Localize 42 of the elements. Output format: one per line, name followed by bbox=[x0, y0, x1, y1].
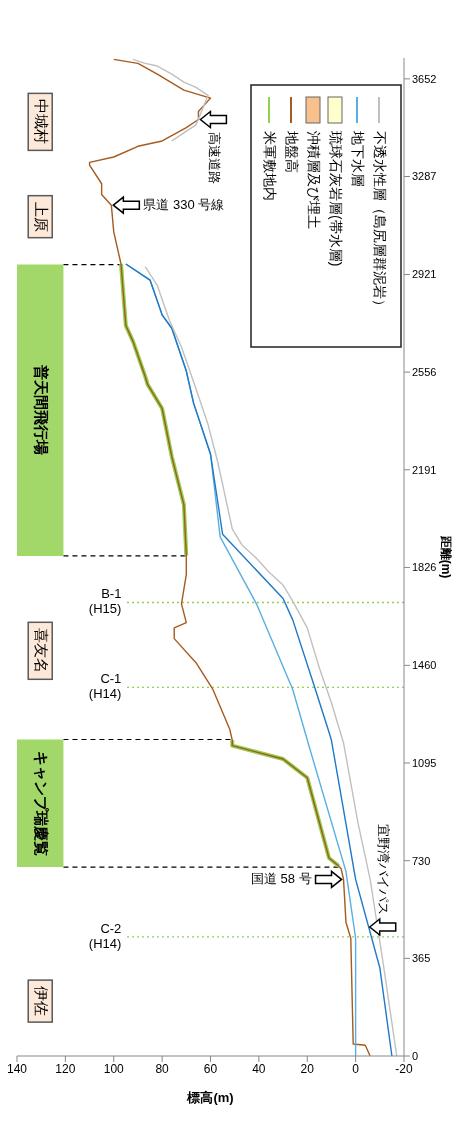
annotation: 宜野湾バイパス bbox=[376, 824, 392, 916]
y-tick-label: 3287 bbox=[412, 170, 437, 183]
annotation: 喜友名 bbox=[33, 628, 51, 674]
legend-label: 沖積層及び埋土 bbox=[306, 131, 323, 229]
ref-line-label: C-2 (H14) bbox=[88, 920, 122, 951]
x-tick-label: 40 bbox=[252, 1061, 266, 1076]
line-series bbox=[88, 58, 371, 1056]
x-tick-label: 140 bbox=[6, 1061, 28, 1076]
x-tick-label: 100 bbox=[103, 1061, 125, 1076]
ref-line-label: B-1 (H15) bbox=[88, 586, 122, 617]
band-label: キャンプ瑞慶覧 bbox=[33, 750, 51, 856]
x-axis-title: 標高(m) bbox=[186, 1090, 234, 1105]
legend-label: 米軍敷地内 bbox=[262, 131, 279, 201]
y-tick-label: 3652 bbox=[412, 72, 437, 85]
y-tick-label: 1826 bbox=[412, 561, 437, 574]
x-tick-label: 80 bbox=[155, 1061, 170, 1076]
legend-label: 琉球石灰岩層(帯水層) bbox=[328, 131, 345, 267]
y-tick-label: 2191 bbox=[412, 463, 437, 476]
legend-label: 地盤高 bbox=[284, 130, 301, 173]
x-tick-label: 120 bbox=[55, 1061, 76, 1076]
ref-line-label: C-1 (H14) bbox=[88, 671, 122, 702]
x-tick-label: 20 bbox=[300, 1061, 315, 1076]
x-tick-label: 60 bbox=[203, 1061, 218, 1076]
annotation: 高速道路 bbox=[206, 131, 222, 184]
x-tick-label: 0 bbox=[352, 1061, 360, 1076]
annotation: 伊佐 bbox=[33, 986, 51, 1017]
y-axis-title: 距離(m) bbox=[438, 534, 453, 579]
y-tick-label: 1460 bbox=[412, 659, 437, 672]
legend-label: 地下水層 bbox=[350, 130, 367, 187]
y-tick-label: 1095 bbox=[412, 756, 437, 769]
y-tick-label: 2921 bbox=[412, 268, 437, 281]
annotation: 上原 bbox=[33, 201, 51, 232]
band-label: 普天間飛行場 bbox=[33, 364, 51, 456]
y-tick-label: 0 bbox=[412, 1049, 419, 1062]
annotation: 中城村 bbox=[33, 99, 51, 145]
legend-label: 不透水性層（島尻層群泥岩） bbox=[372, 131, 389, 313]
y-tick-label: 365 bbox=[412, 952, 431, 965]
x-tick-label: -20 bbox=[395, 1061, 413, 1076]
annotation: 県道 330 号線 bbox=[143, 196, 225, 212]
y-tick-label: 730 bbox=[412, 854, 431, 867]
annotation: 国道 58 号 bbox=[250, 870, 312, 886]
y-tick-label: 2556 bbox=[412, 366, 437, 379]
